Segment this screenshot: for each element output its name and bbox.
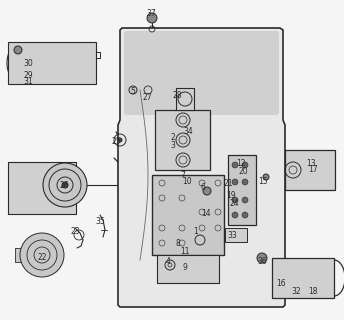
Circle shape <box>257 253 267 263</box>
Circle shape <box>232 162 238 168</box>
Text: 21: 21 <box>223 179 233 188</box>
Text: 8: 8 <box>176 238 180 247</box>
Circle shape <box>232 212 238 218</box>
Circle shape <box>118 138 122 142</box>
Text: 22: 22 <box>37 252 47 261</box>
Text: 36: 36 <box>257 258 267 267</box>
Text: 32: 32 <box>291 286 301 295</box>
Polygon shape <box>118 28 285 307</box>
Text: 13: 13 <box>306 158 316 167</box>
Text: 2: 2 <box>171 132 175 141</box>
Text: 35: 35 <box>95 218 105 227</box>
Circle shape <box>263 174 269 180</box>
Circle shape <box>62 182 68 188</box>
Text: 1: 1 <box>194 227 198 236</box>
Text: 23: 23 <box>70 228 80 236</box>
Text: 17: 17 <box>308 165 318 174</box>
Bar <box>225 228 247 242</box>
Text: 33: 33 <box>227 230 237 239</box>
Text: 5: 5 <box>131 87 136 97</box>
Text: 20: 20 <box>238 166 248 175</box>
Circle shape <box>203 187 211 195</box>
Text: 19: 19 <box>226 191 236 201</box>
Text: 26: 26 <box>59 180 69 189</box>
Text: 29: 29 <box>23 70 33 79</box>
Text: 30: 30 <box>23 60 33 68</box>
Text: 24: 24 <box>229 199 239 209</box>
Bar <box>228 155 256 225</box>
Circle shape <box>242 212 248 218</box>
Circle shape <box>242 197 248 203</box>
Text: 12: 12 <box>236 158 246 167</box>
Bar <box>176 88 194 110</box>
Circle shape <box>232 197 238 203</box>
Text: 31: 31 <box>23 77 33 86</box>
Circle shape <box>14 46 22 54</box>
Bar <box>155 110 210 170</box>
Circle shape <box>20 233 64 277</box>
Circle shape <box>129 86 137 94</box>
Bar <box>152 175 224 255</box>
Text: 37: 37 <box>146 9 156 18</box>
Text: 18: 18 <box>308 286 318 295</box>
Text: 7: 7 <box>181 171 185 180</box>
Circle shape <box>43 163 87 207</box>
Text: 25: 25 <box>111 137 121 146</box>
Bar <box>157 255 219 283</box>
Circle shape <box>242 179 248 185</box>
Text: 14: 14 <box>201 209 211 218</box>
Bar <box>272 258 334 298</box>
Circle shape <box>147 13 157 23</box>
Bar <box>8 42 96 84</box>
Text: 6: 6 <box>201 183 205 193</box>
Bar <box>285 150 335 190</box>
Bar <box>15 248 29 262</box>
Circle shape <box>232 179 238 185</box>
Text: 9: 9 <box>183 263 187 273</box>
Text: 15: 15 <box>258 178 268 187</box>
Text: 11: 11 <box>180 247 190 257</box>
Polygon shape <box>124 31 279 115</box>
Text: 28: 28 <box>172 91 182 100</box>
Bar <box>8 162 76 214</box>
Circle shape <box>242 162 248 168</box>
Text: 16: 16 <box>276 279 286 289</box>
Text: 4: 4 <box>165 258 170 267</box>
Text: 34: 34 <box>183 127 193 137</box>
Text: 27: 27 <box>142 92 152 101</box>
Text: 10: 10 <box>182 178 192 187</box>
Text: 3: 3 <box>171 140 175 149</box>
